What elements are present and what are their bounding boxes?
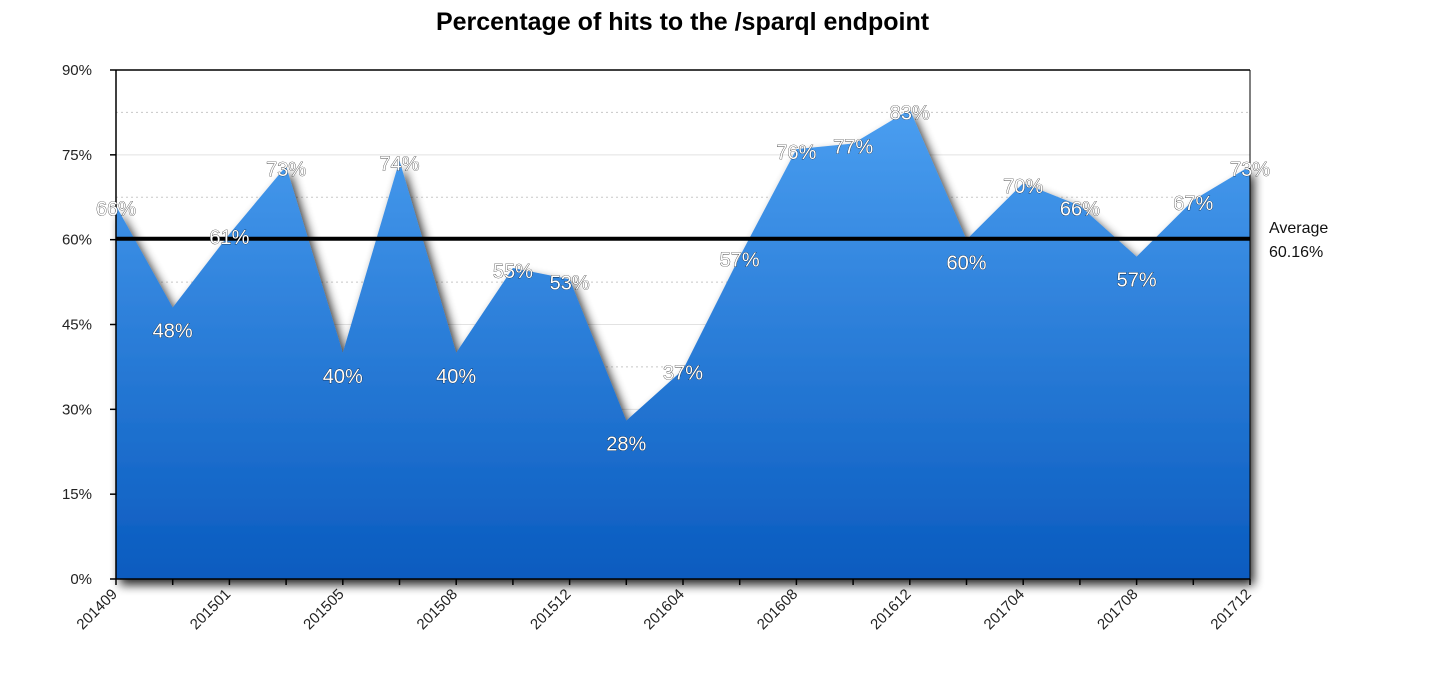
area-layer xyxy=(116,109,1250,579)
x-tick-label: 201612 xyxy=(867,586,914,633)
data-label: 53% xyxy=(550,272,590,294)
x-tick-label: 201604 xyxy=(640,586,687,633)
x-tick-label: 201704 xyxy=(981,586,1028,633)
average-value: 60.16% xyxy=(1269,244,1323,261)
x-tick-label: 201708 xyxy=(1094,586,1141,633)
data-label: 40% xyxy=(323,366,363,388)
data-label: 73% xyxy=(1230,159,1270,181)
data-label: 37% xyxy=(663,363,703,385)
data-label: 74% xyxy=(379,153,419,175)
y-tick-label: 75% xyxy=(62,147,92,164)
data-label: 57% xyxy=(720,250,760,272)
data-label: 76% xyxy=(776,142,816,164)
data-label: 73% xyxy=(266,159,306,181)
data-label: 66% xyxy=(1060,199,1100,221)
x-tick-label: 201505 xyxy=(300,586,347,633)
series-area xyxy=(116,109,1250,579)
y-tick-label: 90% xyxy=(62,62,92,79)
average-label: Average xyxy=(1269,220,1328,237)
y-tick-label: 30% xyxy=(62,401,92,418)
data-label: 60% xyxy=(946,253,986,275)
x-tick-label: 201501 xyxy=(187,586,234,633)
data-label: 83% xyxy=(890,103,930,125)
x-tick-label: 201608 xyxy=(754,586,801,633)
y-tick-label: 15% xyxy=(62,486,92,503)
data-label: 28% xyxy=(606,434,646,456)
data-label: 77% xyxy=(833,137,873,159)
y-tick-label: 0% xyxy=(70,571,92,588)
data-label: 55% xyxy=(493,261,533,283)
data-label: 70% xyxy=(1003,176,1043,198)
x-tick-label: 201409 xyxy=(73,586,120,633)
data-label: 66% xyxy=(96,199,136,221)
label-layer: 66% 48% 61% 73% 40% 74% 40% 55% 53% 28% 37% 57% 76% 7… xyxy=(96,102,1329,456)
data-label: 48% xyxy=(153,321,193,343)
x-tick-label: 201512 xyxy=(527,586,574,633)
data-label: 57% xyxy=(1117,270,1157,292)
data-label: 40% xyxy=(436,366,476,388)
data-label: 61% xyxy=(209,227,249,249)
x-tick-label: 201712 xyxy=(1207,586,1254,633)
data-label: 67% xyxy=(1173,193,1213,215)
y-tick-label: 45% xyxy=(62,317,92,334)
x-tick-label: 201508 xyxy=(414,586,461,633)
y-tick-label: 60% xyxy=(62,232,92,249)
chart-title: Percentage of hits to the /sparql endpoi… xyxy=(435,8,930,36)
